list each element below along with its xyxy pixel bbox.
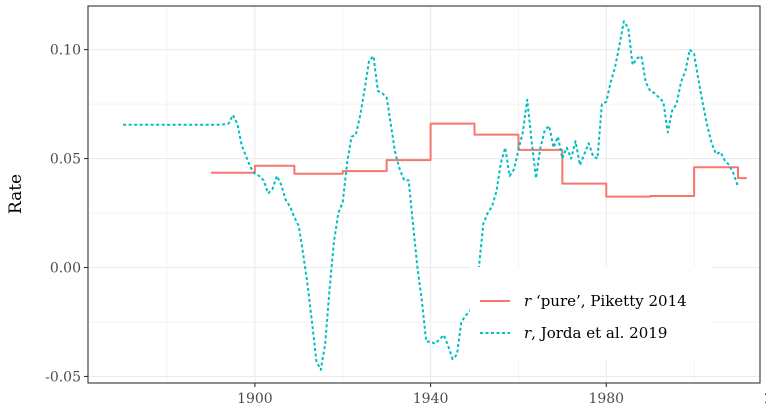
legend: r ‘pure’, Piketty 2014 r, Jorda et al. 2…	[470, 267, 712, 360]
legend-label-jorda-text: , Jorda et al. 2019	[531, 324, 667, 342]
y-axis-title: Rate	[6, 174, 26, 214]
x-tick-label-0: 1900	[237, 391, 273, 407]
x-axis: 1900 1940 1980 2020	[237, 383, 766, 407]
legend-item-jorda: r, Jorda et al. 2019	[480, 324, 667, 342]
x-tick-label-2: 1980	[588, 391, 624, 407]
x-tick-label-1: 1940	[413, 391, 449, 407]
y-axis: -0.05 0.00 0.05 0.10	[45, 43, 88, 385]
y-tick-label-1: 0.00	[50, 261, 81, 277]
legend-item-piketty: r ‘pure’, Piketty 2014	[480, 292, 687, 310]
legend-background	[470, 267, 712, 360]
y-tick-label-3: 0.10	[50, 43, 81, 59]
series-line-piketty	[210, 122, 747, 198]
y-tick-label-2: 0.05	[50, 152, 81, 168]
x-tick-label-3: 2020	[764, 391, 766, 407]
legend-label-piketty: r ‘pure’, Piketty 2014	[524, 292, 687, 310]
legend-label-jorda-symbol: r	[524, 324, 532, 342]
panel-border	[87, 5, 761, 384]
legend-label-piketty-symbol: r	[524, 292, 532, 310]
y-tick-label-0: -0.05	[45, 369, 81, 385]
legend-label-jorda: r, Jorda et al. 2019	[524, 324, 667, 342]
legend-label-piketty-text: ‘pure’, Piketty 2014	[531, 292, 686, 310]
